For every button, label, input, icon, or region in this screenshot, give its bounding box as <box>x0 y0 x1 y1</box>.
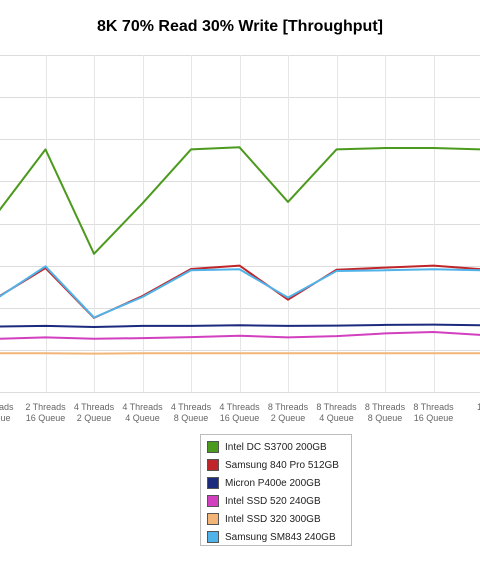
legend-swatch <box>207 531 219 543</box>
x-tick-label: 8 Threads 8 Queue <box>365 402 406 423</box>
legend-swatch <box>207 495 219 507</box>
legend-label: Micron P400e 200GB <box>225 477 321 489</box>
legend-swatch <box>207 459 219 471</box>
legend-label: Samsung SM843 240GB <box>225 531 336 543</box>
series-line-micron-p400e-200gb <box>0 323 480 328</box>
x-tick-label: 4 Threads 4 Queue <box>122 402 163 423</box>
legend-label: Samsung 840 Pro 512GB <box>225 459 339 471</box>
x-tick-label: 8 Threads 4 Queue <box>316 402 357 423</box>
legend-label: Intel SSD 520 240GB <box>225 495 321 507</box>
legend-item: Intel DC S3700 200GB <box>207 440 327 454</box>
x-tick-label: 2 Threads 16 Queue <box>25 402 66 423</box>
legend-swatch <box>207 441 219 453</box>
series-line-samsung-sm843-240gb <box>0 265 480 319</box>
legend: Intel DC S3700 200GB Samsung 840 Pro 512G… <box>200 434 352 546</box>
x-tick-label: 4 Threads 8 Queue <box>171 402 212 423</box>
legend-item: Intel SSD 520 240GB <box>207 494 321 508</box>
series-lines <box>0 146 480 355</box>
x-tick-label: 4 Threads 2 Queue <box>74 402 115 423</box>
legend-item: Samsung SM843 240GB <box>207 530 336 544</box>
grid-lines <box>0 55 480 393</box>
legend-item: Samsung 840 Pro 512GB <box>207 458 339 472</box>
x-tick-label: 8 Threads 2 Queue <box>268 402 309 423</box>
legend-swatch <box>207 513 219 525</box>
series-line-intel-ssd-520-240gb <box>0 331 480 340</box>
legend-item: Micron P400e 200GB <box>207 476 321 490</box>
x-tick-label: 8 Threads 16 Queue <box>413 402 454 423</box>
legend-swatch <box>207 477 219 489</box>
legend-label: Intel DC S3700 200GB <box>225 441 327 453</box>
legend-label: Intel SSD 320 300GB <box>225 513 321 525</box>
series-line-intel-dc-s3700-200gb <box>0 146 480 255</box>
x-tick-label: ThreadsQueue <box>0 402 14 423</box>
legend-item: Intel SSD 320 300GB <box>207 512 321 526</box>
x-tick-label: 4 Threads 16 Queue <box>219 402 260 423</box>
chart-title: 8K 70% Read 30% Write [Throughput] <box>97 18 383 35</box>
